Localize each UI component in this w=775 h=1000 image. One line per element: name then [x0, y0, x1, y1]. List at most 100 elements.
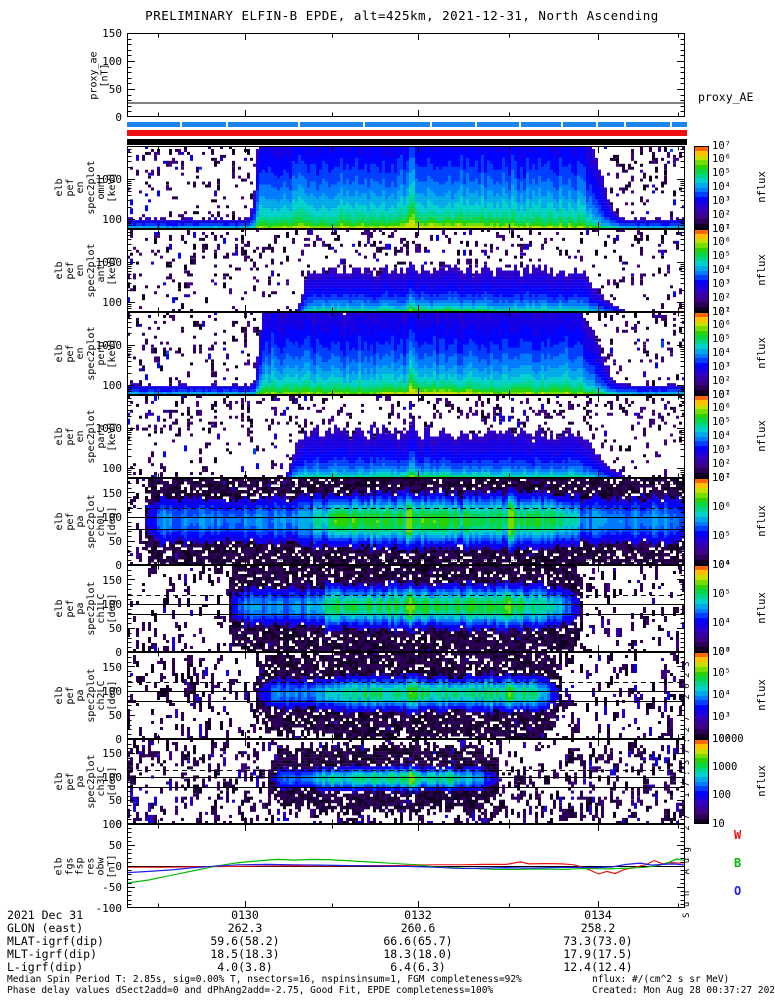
colorbar-axis-label: nflux: [755, 419, 768, 452]
page-title: PRELIMINARY ELFIN-B EPDE, alt=425km, 202…: [145, 8, 659, 23]
colorbar-canvas-en_perp: [694, 312, 709, 395]
colorbar-tick-label: 10¹: [712, 305, 731, 318]
flag-bar-black: [127, 139, 687, 145]
y-tick-label: 100: [102, 770, 122, 784]
colorbar-tick-label: 10⁵: [712, 416, 731, 429]
colorbar-tick-label: 10⁶: [712, 153, 731, 166]
colorbar-axis-label: nflux: [755, 591, 768, 624]
colorbar-tick-label: 10000: [712, 732, 744, 745]
colorbar-tick-label: 10²: [712, 208, 731, 221]
footer-created: Created: Mon Aug 28 00:37:27 2023: [592, 985, 775, 996]
colorbar-tick-label: 10⁵: [712, 167, 731, 180]
legend-b: B: [734, 856, 742, 870]
legend-o: O: [734, 884, 742, 898]
colorbar-canvas-pa_ch1: [694, 565, 709, 652]
y-tick-label: 1000: [95, 256, 123, 270]
y-tick-label: 100: [102, 295, 122, 309]
colorbar-canvas-pa_ch3: [694, 739, 709, 824]
table-value-glon: 258.2: [580, 921, 616, 935]
y-tick-label: 100: [102, 818, 122, 831]
colorbar-tick-label: 10⁵: [712, 529, 731, 542]
footer-units: nflux: #/(cm^2 s sr MeV): [592, 974, 730, 985]
spectrogram-canvas-pa_ch3: [127, 739, 685, 824]
y-tick-label: 1000: [95, 173, 123, 187]
y-tick-label: -100: [95, 902, 123, 915]
colorbar-tick-label: 10⁶: [712, 645, 731, 658]
panel-ylabel-proxy_ae: proxy_ae [nT]: [88, 50, 111, 100]
y-tick-label: 100: [102, 461, 122, 475]
y-tick-label: 50: [108, 839, 122, 852]
colorbar-tick-label: 10⁶: [712, 319, 731, 332]
colorbar-tick-label: 10²: [712, 374, 731, 387]
colorbar-tick-label: 10²: [712, 457, 731, 470]
xtick-time-label: 0130: [231, 908, 259, 922]
spectrogram-canvas-en_perp: [127, 312, 685, 395]
y-tick-label: 150: [102, 747, 122, 761]
colorbar-tick-label: 10: [712, 817, 725, 830]
y-tick-label: 100: [102, 597, 122, 611]
spectrogram-canvas-pa_ch0: [127, 478, 685, 565]
colorbar-tick-label: 10⁴: [712, 264, 731, 276]
y-tick-label: 150: [102, 486, 122, 500]
y-tick-label: 50: [108, 83, 122, 96]
proxy-ae-right-label: proxy_AE: [698, 90, 754, 104]
colorbar-axis-label: nflux: [755, 336, 768, 369]
colorbar-tick-label: 10⁷: [712, 222, 731, 235]
footer-line-1: Median Spin Period T: 2.85s, sig=0.00% T…: [7, 974, 522, 985]
colorbar-tick-label: 1000: [712, 760, 738, 773]
spectrogram-canvas-en_anti: [127, 229, 685, 312]
table-value-l: 12.4(12.4): [563, 960, 633, 974]
y-tick-label: 0: [115, 646, 122, 659]
table-value-glon: 262.3: [227, 921, 263, 935]
colorbar-tick-label: 10⁵: [712, 250, 731, 263]
colorbar-tick-label: 10⁶: [712, 500, 731, 513]
flag-bar-red: [127, 130, 687, 136]
y-tick-label: 150: [102, 660, 122, 674]
colorbar-axis-label: nflux: [755, 678, 768, 711]
y-tick-label: 100: [102, 212, 122, 226]
table-value-mlat: 73.3(73.0): [563, 934, 633, 948]
spectrogram-canvas-pa_ch1: [127, 565, 685, 652]
colorbar-axis-label: nflux: [755, 253, 768, 286]
y-tick-label: 0: [115, 733, 122, 746]
y-tick-label: 1000: [95, 422, 123, 436]
colorbar-tick-label: 10⁴: [712, 430, 731, 442]
colorbar-tick-label: 10¹: [712, 471, 731, 484]
table-value-mlat: 59.6(58.2): [210, 934, 280, 948]
colorbar-tick-label: 100: [712, 789, 731, 802]
table-value-mlt: 18.3(18.0): [383, 947, 453, 961]
colorbar-tick-label: 10³: [712, 277, 731, 290]
legend-w: W: [734, 828, 742, 842]
y-tick-label: 0: [115, 559, 122, 572]
table-row-label-mlt: MLT-igrf(dip): [7, 947, 98, 961]
xtick-time-label: 0132: [404, 908, 432, 922]
y-tick-label: 50: [108, 794, 122, 808]
table-value-mlt: 17.9(17.5): [563, 947, 633, 961]
colorbar-axis-label: nflux: [755, 504, 768, 537]
y-tick-label: 150: [102, 573, 122, 587]
colorbar-tick-label: 10³: [712, 194, 731, 207]
y-tick-label: 100: [102, 378, 122, 392]
colorbar-tick-label: 10⁴: [712, 181, 731, 193]
flag-bar-blue: [127, 122, 687, 127]
table-row-label-date: 2021 Dec 31: [7, 908, 84, 922]
colorbar-tick-label: 10⁷: [712, 471, 731, 484]
colorbar-tick-label: 10²: [712, 732, 731, 745]
line-panel-canvas-fgm: [127, 824, 685, 908]
y-tick-label: 1000: [95, 339, 123, 353]
colorbar-tick-label: 10³: [712, 360, 731, 373]
table-row-label-mlat: MLAT-igrf(dip): [7, 934, 104, 948]
spectrogram-canvas-en_para: [127, 395, 685, 478]
colorbar-tick-label: 10⁶: [712, 558, 731, 571]
colorbar-tick-label: 10⁵: [712, 587, 731, 600]
footer-line-2: Phase delay values dSect2add=0 and dPhAn…: [7, 985, 494, 996]
table-value-glon: 260.6: [400, 921, 436, 935]
spectrogram-canvas-pa_ch2: [127, 652, 685, 739]
colorbar-tick-label: 10⁷: [712, 305, 731, 318]
table-value-l: 6.4(6.3): [390, 960, 446, 974]
table-row-label-l: L-igrf(dip): [7, 960, 84, 974]
y-tick-label: -50: [102, 881, 122, 894]
y-tick-label: 100: [102, 55, 122, 68]
